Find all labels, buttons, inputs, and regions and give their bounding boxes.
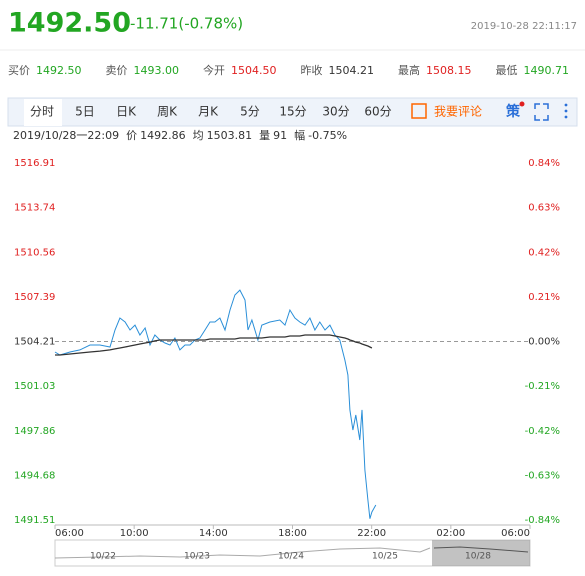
stat-value: 1490.71 [524, 64, 570, 77]
y-tick-label: 1507.39 [14, 292, 55, 303]
stat-label: 昨收 [301, 63, 323, 77]
timestamp: 2019-10-28 22:11:17 [471, 21, 577, 32]
navigator-line [54, 547, 431, 559]
navigator-selection[interactable] [432, 540, 530, 566]
y-tick-label: 1497.86 [14, 426, 55, 437]
info-line: 2019/10/28一22:09 价 1492.86 均 1503.81 量 91 幅 -0.7… [13, 129, 347, 142]
tab-bar [7, 97, 578, 127]
stat-label: 买价 [8, 64, 30, 77]
y-tick-label: 1491.51 [14, 515, 55, 526]
tab[interactable]: 30分 [322, 105, 349, 119]
y-tick-label: 1510.56 [14, 247, 55, 258]
navigator-label: 10/25 [372, 552, 398, 562]
navigator-selection-line [433, 546, 529, 553]
tab[interactable]: 5分 [240, 105, 260, 119]
average-line [55, 334, 373, 356]
y2-tick-label: -0.42% [525, 426, 560, 437]
tab[interactable]: 15分 [279, 105, 306, 119]
info-avg-label: 均 [193, 129, 204, 142]
navigator-label: 10/23 [184, 552, 210, 562]
info-vol: 91 [273, 129, 287, 142]
x-tick-label: 18:00 [278, 528, 307, 539]
x-tick-label: 02:00 [436, 528, 465, 539]
y2-tick-label: 0.21% [528, 292, 560, 303]
y-tick-label: 1501.03 [14, 381, 55, 392]
info-vol-label: 量 [259, 129, 270, 142]
price: 1492.50 [8, 8, 131, 39]
y2-tick-label: 0.42% [528, 247, 560, 258]
more-button[interactable] [564, 103, 568, 119]
y2-tick-label: -0.21% [525, 381, 560, 392]
stat-value: 1504.21 [329, 64, 375, 77]
stat-value: 1504.50 [231, 64, 277, 77]
y-tick-label: 1494.68 [14, 470, 55, 481]
y-tick-label: 1516.91 [14, 158, 55, 169]
info-amp-label: 幅 [294, 129, 305, 142]
x-tick-label: 10:00 [120, 528, 149, 539]
strategy-button[interactable]: 策 [505, 103, 521, 120]
info-amp: -0.75% [308, 129, 347, 142]
info-time: 2019/10/28一22:09 [13, 129, 119, 142]
tab[interactable]: 月K [198, 105, 219, 119]
y-tick-label: 1513.74 [14, 203, 55, 214]
x-tick-label: 06:00 [55, 528, 84, 539]
info-price: 1492.86 [140, 129, 186, 142]
comment-icon[interactable] [411, 103, 427, 119]
navigator-label: 10/28 [465, 552, 491, 562]
fullscreen-button[interactable] [534, 103, 549, 121]
stat-label: 今开 [203, 63, 225, 77]
y2-tick-label: -0.63% [525, 470, 560, 481]
plot: 1516.91 1513.74 1510.56 1507.39 1504.21 1501.… [14, 158, 560, 539]
price-line [54, 289, 377, 519]
stat-label: 卖价 [106, 64, 128, 77]
y2-tick-label: 0.63% [528, 203, 560, 214]
tab[interactable]: 日K [116, 105, 137, 119]
info-price-label: 价 [126, 129, 137, 142]
x-tick-label: 14:00 [199, 528, 228, 539]
stat-label: 最高 [398, 63, 420, 77]
x-tick-label: 06:00 [501, 528, 530, 539]
tab[interactable]: 周K [157, 105, 178, 119]
stat-value: 1492.50 [36, 64, 82, 77]
tab[interactable]: 5日 [75, 105, 95, 119]
stat-value: 1508.15 [426, 64, 472, 77]
info-avg: 1503.81 [207, 129, 253, 142]
badge [519, 101, 525, 107]
x-tick-label: 22:00 [357, 528, 386, 539]
change: -11.71(-0.78%) [130, 15, 243, 33]
stat-label: 最低 [496, 64, 518, 77]
tab[interactable]: 分时 [30, 105, 54, 119]
y2-tick-label: 0.00% [528, 337, 560, 348]
navigator-label: 10/22 [90, 552, 116, 562]
y-tick-label: 1504.21 [14, 337, 55, 348]
stat-value: 1493.00 [134, 64, 180, 77]
y2-tick-label: 0.84% [528, 158, 560, 169]
tabs: 分时 5日 日K 周K 月K 5分 15分 30分 60分 [24, 99, 392, 126]
navigator-label: 10/24 [278, 552, 304, 562]
stats-row: 买价 1492.50 卖价 1493.00 今开 1504.50 昨收 1504.21 最高 15… [8, 63, 569, 77]
y2-tick-label: -0.84% [525, 515, 560, 526]
tab-selected [24, 99, 62, 126]
comment-button[interactable]: 我要评论 [434, 105, 482, 119]
tab[interactable]: 60分 [364, 105, 391, 119]
